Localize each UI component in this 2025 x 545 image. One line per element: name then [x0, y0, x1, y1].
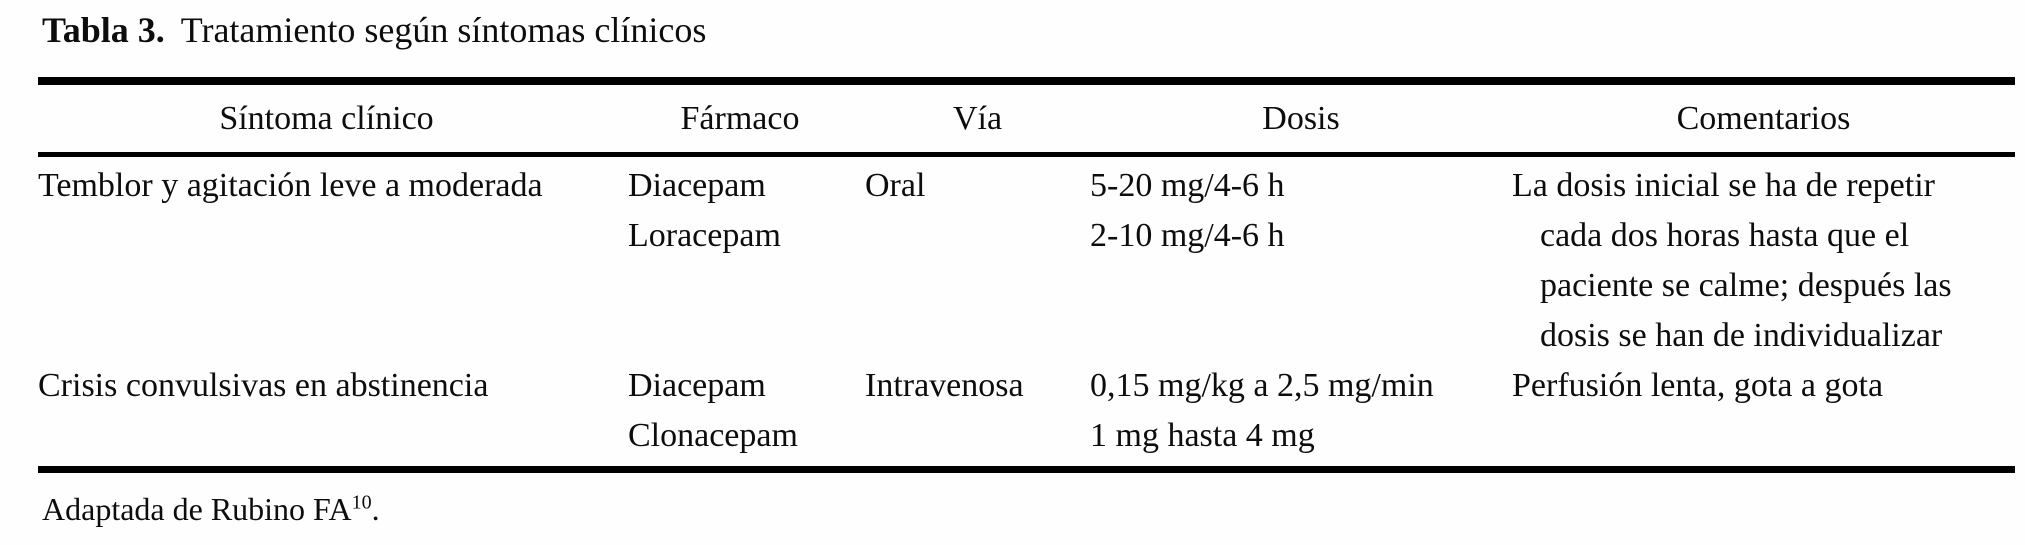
footnote-reference-superscript: 10	[351, 491, 372, 514]
footnote-period: .	[371, 491, 380, 527]
drug-cell: Diacepam Clonacepam	[628, 367, 798, 454]
column-header-comments: Comentarios	[1676, 99, 1851, 137]
table-title-text: Tratamiento según síntomas clínicos	[180, 10, 707, 50]
footnote-text: Adaptada de Rubino FA	[42, 491, 352, 527]
route-cell: Intravenosa	[865, 367, 1024, 404]
table-body: Temblor y agitación leve a moderada Diac…	[38, 157, 2015, 466]
table-footnote: Adaptada de Rubino FA10.	[42, 488, 380, 530]
column-header-route: Vía	[952, 99, 1003, 137]
column-header-symptom: Síntoma clínico	[219, 99, 434, 137]
table-row: Temblor y agitación leve a moderada Diac…	[38, 161, 2015, 361]
table-top-rule	[38, 77, 2015, 85]
symptom-cell: Temblor y agitación leve a moderada	[38, 167, 543, 204]
column-header-dose: Dosis	[1262, 99, 1340, 137]
dose-cell: 5-20 mg/4-6 h 2-10 mg/4-6 h	[1090, 167, 1285, 254]
treatment-table: Síntoma clínico Fármaco Vía Dosis Coment…	[38, 77, 2015, 473]
comments-cell: Perfusión lenta, gota a gota	[1512, 367, 1884, 404]
table-header-rule	[38, 152, 2015, 157]
comments-cell: La dosis inicial se ha de repetir cada d…	[1512, 167, 1952, 354]
route-cell: Oral	[865, 167, 926, 204]
table-header-row: Síntoma clínico Fármaco Vía Dosis Coment…	[38, 85, 2015, 152]
column-header-drug: Fármaco	[680, 99, 800, 137]
table-bottom-rule	[38, 466, 2015, 473]
table-title: Tabla 3. Tratamiento según síntomas clíni…	[42, 8, 706, 52]
table-row: Crisis convulsivas en abstinencia Diacep…	[38, 361, 2015, 461]
symptom-cell: Crisis convulsivas en abstinencia	[38, 367, 489, 404]
dose-cell: 0,15 mg/kg a 2,5 mg/min 1 mg hasta 4 mg	[1090, 367, 1434, 454]
table-number-label: Tabla 3.	[42, 10, 165, 50]
drug-cell: Diacepam Loracepam	[628, 167, 781, 254]
